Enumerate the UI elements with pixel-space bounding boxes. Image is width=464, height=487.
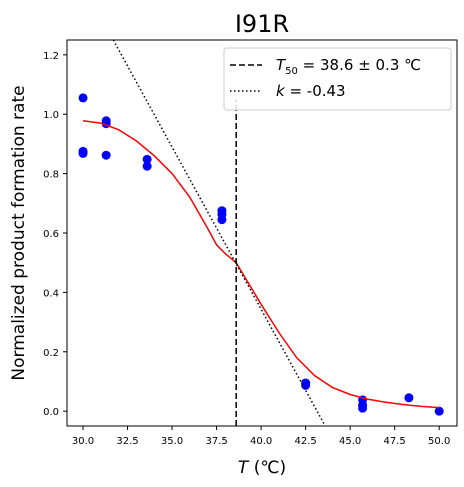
fit-curve [82,120,440,409]
x-tick-label: 50.0 [428,436,450,447]
y-axis-label: Normalized product formation rate [9,85,29,380]
x-axis-label-unit: (℃) [248,458,286,478]
legend-entry-t50: T50 = 38.6 ± 0.3 ℃ [276,56,421,77]
x-axis-label: T (℃) [238,458,286,478]
data-point [142,154,152,164]
legend-k-text: = -0.43 [285,82,346,100]
slope-line [112,40,326,426]
data-point [301,380,311,390]
legend-entry-k: k = -0.43 [276,82,346,100]
data-point [142,161,152,171]
legend-frame [223,47,452,111]
x-tick-label: 37.5 [205,436,227,447]
legend-t50-subscript: 50 [285,66,298,77]
data-point [78,148,88,158]
x-tick-label: 30.0 [72,436,94,447]
x-tick-label: 45.0 [339,436,361,447]
data-point [404,393,414,403]
x-tick-label: 32.5 [116,436,138,447]
x-tick-label: 35.0 [161,436,183,447]
y-tick-label: 1.2 [43,51,59,62]
y-tick-label: 0.8 [43,170,59,181]
data-point [358,403,368,413]
x-tick-label: 42.5 [294,436,316,447]
x-tick-label: 40.0 [250,436,272,447]
chart-title: I91R [235,10,289,38]
y-tick-label: 0.4 [43,288,59,299]
x-axis-label-symbol: T [238,458,250,478]
legend-k-symbol: k [276,82,286,100]
data-point [434,406,444,416]
x-tick-label: 47.5 [384,436,406,447]
data-point [101,150,111,160]
legend-t50-symbol: T [276,56,287,74]
legend: T50 = 38.6 ± 0.3 ℃ k = -0.43 [223,47,452,111]
data-point [217,215,227,225]
y-axis: 0.0 0.2 0.4 0.6 0.8 1.0 1.2 [43,51,67,418]
data-point [78,93,88,103]
plot-area [78,40,444,426]
y-tick-label: 0.2 [43,348,59,359]
y-tick-label: 1.0 [43,110,59,121]
legend-t50-text: = 38.6 ± 0.3 ℃ [298,56,421,74]
y-tick-label: 0.6 [43,229,59,240]
x-axis: 30.0 32.5 35.0 37.5 40.0 42.5 45.0 47.5 50.0 [72,426,450,447]
y-tick-label: 0.0 [43,407,59,418]
